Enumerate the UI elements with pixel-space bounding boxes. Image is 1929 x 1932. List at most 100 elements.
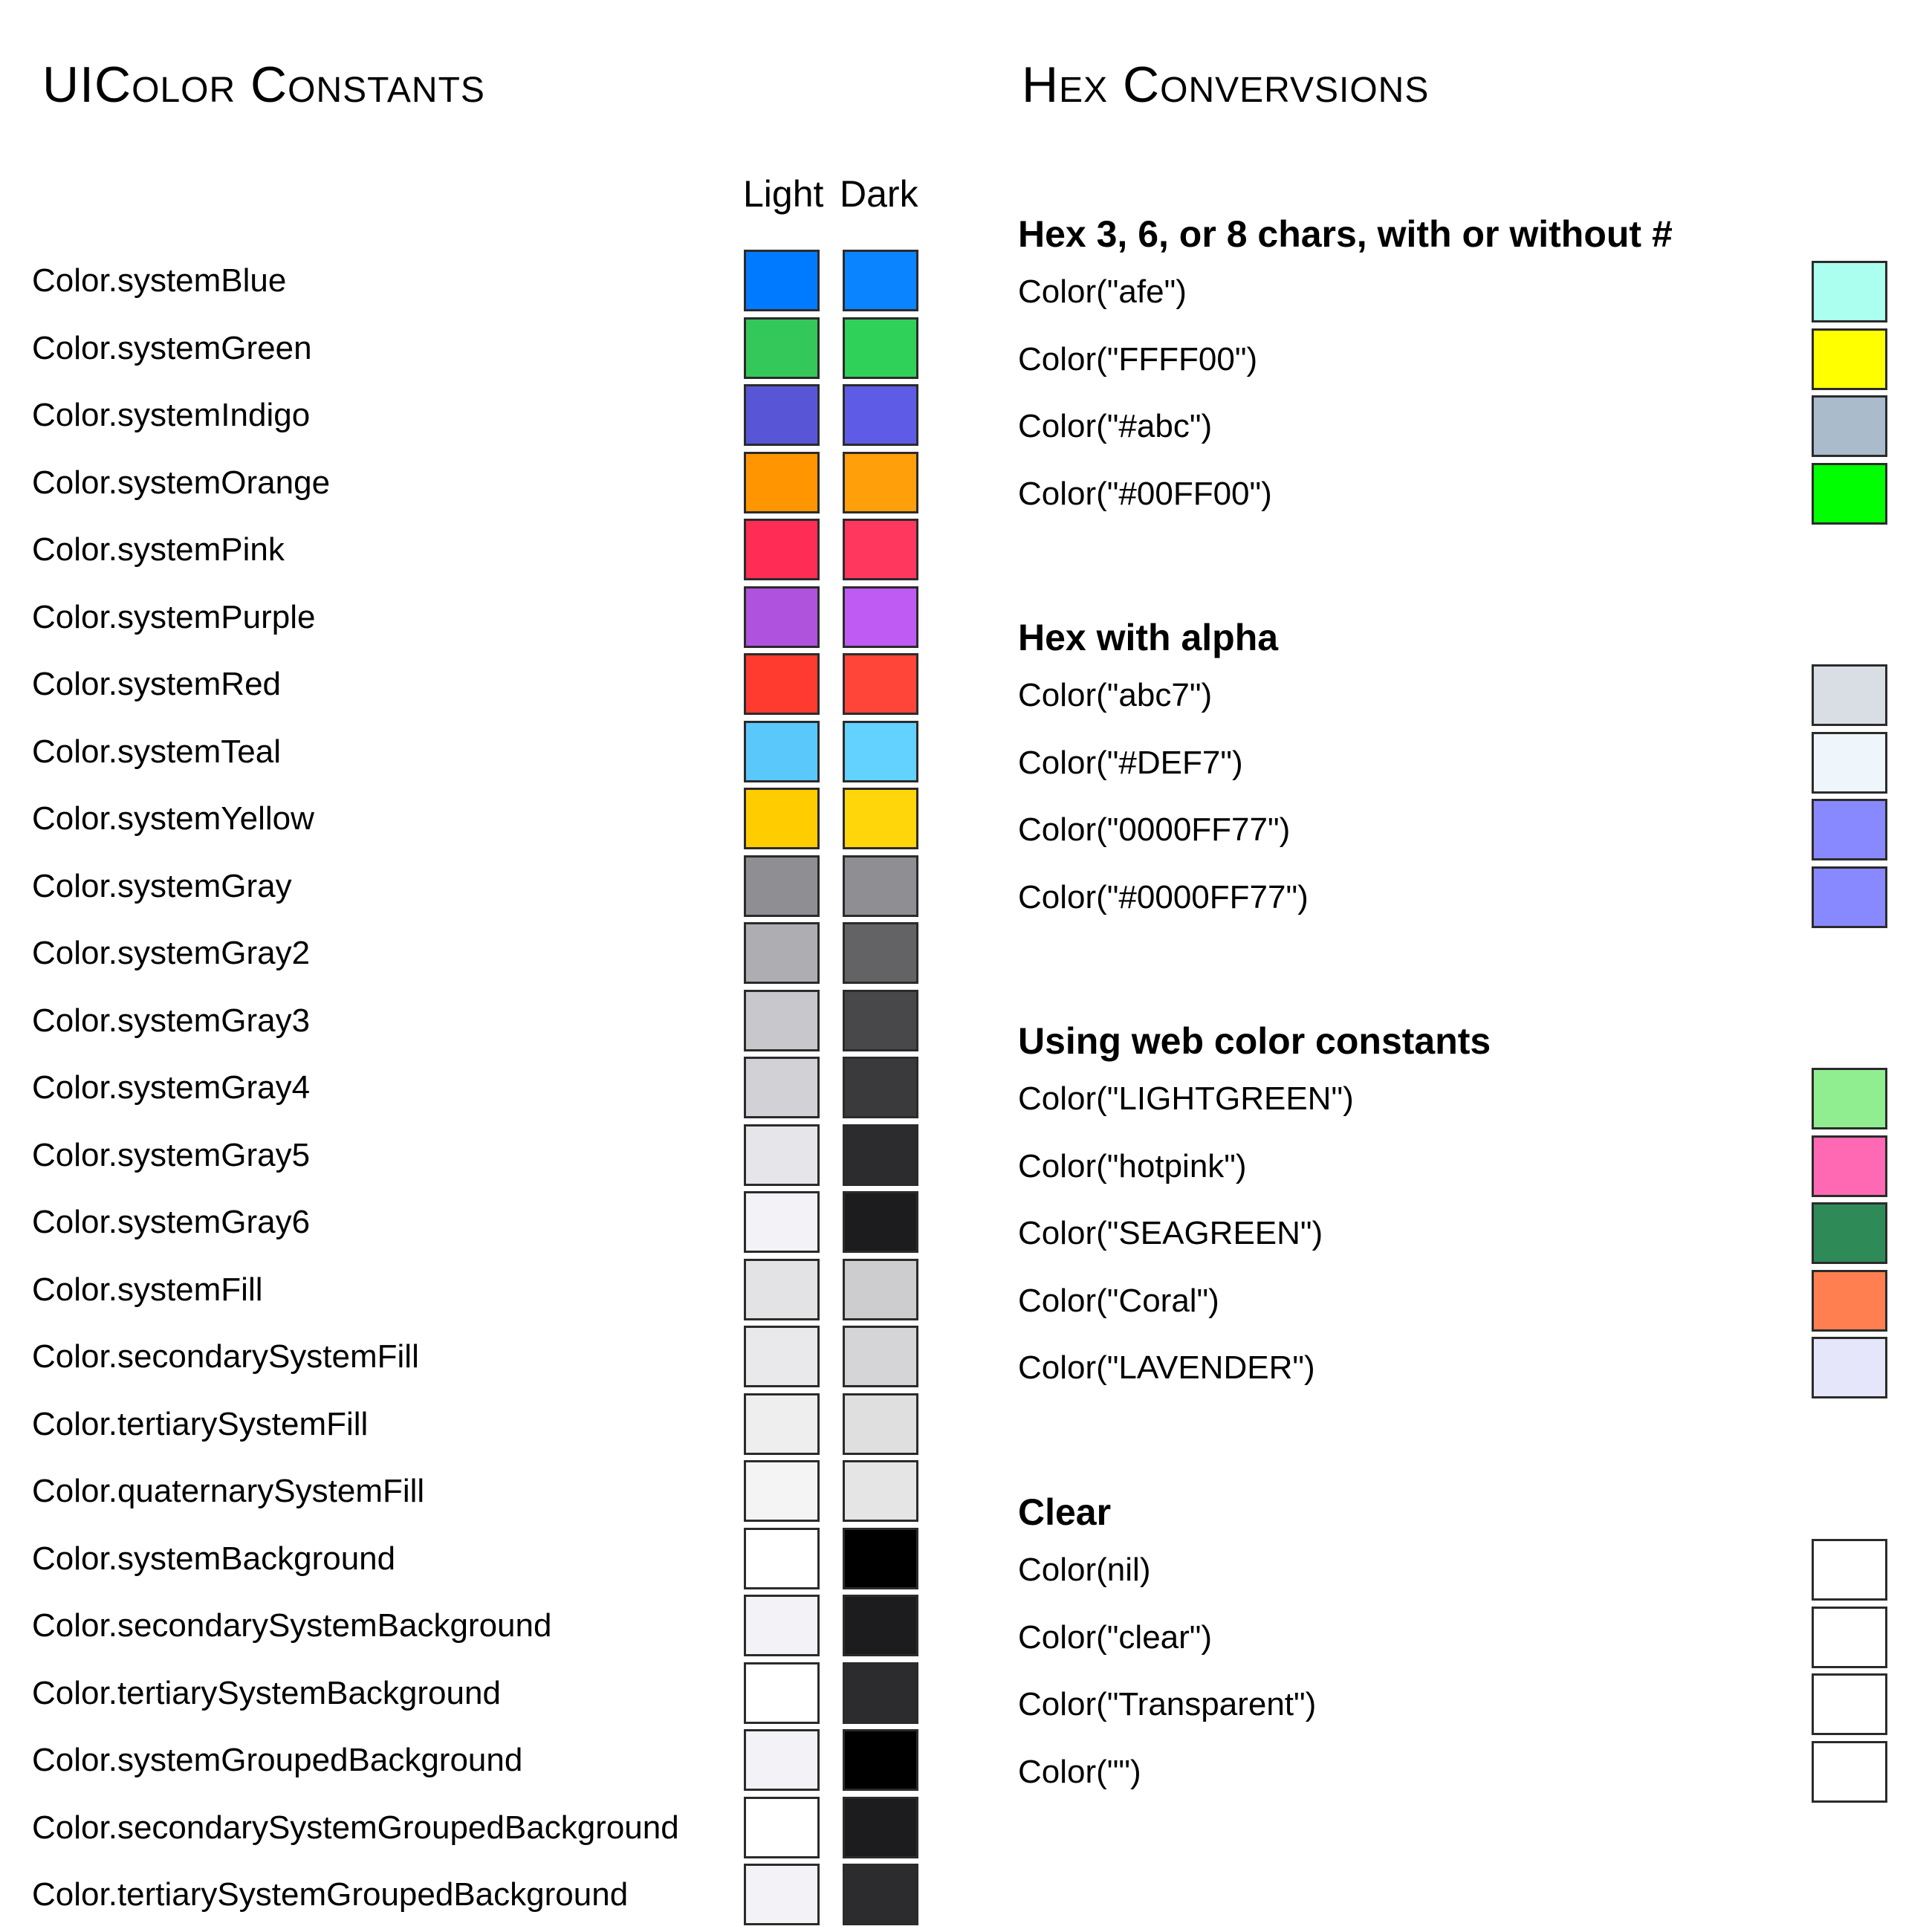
dark-color-swatch — [843, 721, 918, 782]
dark-color-swatch — [843, 1393, 918, 1455]
dark-color-swatch — [843, 1662, 918, 1724]
dark-color-swatch — [843, 1729, 918, 1791]
hex-color-label: Color("#abc") — [1018, 408, 1213, 444]
dark-color-swatch — [843, 250, 918, 311]
hex-color-row: Color("LAVENDER") — [1011, 1335, 1895, 1401]
hex-color-swatch — [1812, 664, 1887, 726]
color-constant-row: Color.systemGroupedBackground — [0, 1727, 966, 1794]
light-color-swatch — [744, 721, 820, 782]
light-color-swatch — [744, 1326, 820, 1387]
dark-color-swatch — [843, 990, 918, 1051]
light-color-swatch — [744, 1864, 820, 1925]
hex-color-row: Color("#DEF7") — [1011, 730, 1895, 797]
color-constant-label: Color.systemYellow — [32, 800, 314, 837]
dark-color-swatch — [843, 384, 918, 446]
hex-color-swatch — [1812, 1270, 1887, 1332]
color-constant-row: Color.systemRed — [0, 651, 966, 718]
color-constant-label: Color.systemFill — [32, 1271, 263, 1308]
light-color-swatch — [744, 922, 820, 984]
color-constant-label: Color.systemGreen — [32, 330, 312, 366]
light-color-swatch — [744, 788, 820, 849]
color-constant-label: Color.quaternarySystemFill — [32, 1473, 425, 1509]
light-color-swatch — [744, 250, 820, 311]
color-constant-row: Color.systemYellow — [0, 785, 966, 852]
uicolor-constants-title: UIColor Constants — [42, 56, 485, 113]
color-constant-row: Color.tertiarySystemBackground — [0, 1660, 966, 1727]
hex-color-label: Color("") — [1018, 1754, 1141, 1790]
color-constant-label: Color.secondarySystemGroupedBackground — [32, 1809, 679, 1846]
color-constant-row: Color.systemGray3 — [0, 988, 966, 1054]
hex-color-row: Color("#abc") — [1011, 393, 1895, 460]
hex-color-swatch — [1812, 1741, 1887, 1803]
hex-color-label: Color("Transparent") — [1018, 1686, 1317, 1722]
hex-color-row: Color("SEAGREEN") — [1011, 1200, 1895, 1267]
color-constant-row: Color.systemIndigo — [0, 382, 966, 449]
color-constant-row: Color.secondarySystemBackground — [0, 1592, 966, 1659]
color-constant-row: Color.systemGreen — [0, 315, 966, 382]
dark-color-swatch — [843, 788, 918, 849]
dark-color-swatch — [843, 653, 918, 715]
hex-color-label: Color("FFFF00") — [1018, 341, 1258, 377]
hex-color-swatch — [1812, 1337, 1887, 1398]
dark-color-swatch — [843, 452, 918, 513]
light-color-swatch — [744, 519, 820, 580]
hex-color-label: Color("SEAGREEN") — [1018, 1215, 1323, 1251]
color-constant-label: Color.systemGray — [32, 868, 292, 904]
hex-color-swatch — [1812, 395, 1887, 457]
color-constant-label: Color.tertiarySystemBackground — [32, 1675, 501, 1711]
dark-color-swatch — [843, 1460, 918, 1522]
hex-color-row: Color("hotpink") — [1011, 1133, 1895, 1200]
color-constant-label: Color.systemBackground — [32, 1540, 396, 1577]
hex-color-row: Color("#0000FF77") — [1011, 864, 1895, 931]
dark-color-swatch — [843, 519, 918, 580]
dark-color-swatch — [843, 586, 918, 648]
color-constant-row: Color.systemOrange — [0, 450, 966, 516]
color-constant-label: Color.systemRed — [32, 666, 282, 702]
light-color-swatch — [744, 1797, 820, 1858]
section-heading: Hex 3, 6, or 8 chars, with or without # — [1018, 213, 1673, 255]
hex-color-label: Color(nil) — [1018, 1552, 1151, 1588]
color-constant-label: Color.systemPurple — [32, 599, 316, 635]
color-constant-label: Color.systemOrange — [32, 464, 331, 501]
hex-color-swatch — [1812, 1135, 1887, 1197]
light-color-swatch — [744, 1259, 820, 1320]
hex-color-row: Color("Transparent") — [1011, 1671, 1895, 1738]
light-column-header: Light — [743, 173, 824, 215]
color-constant-label: Color.secondarySystemFill — [32, 1338, 419, 1375]
light-color-swatch — [744, 653, 820, 715]
hex-color-swatch — [1812, 1607, 1887, 1668]
color-constant-label: Color.systemIndigo — [32, 397, 311, 433]
hex-color-swatch — [1812, 463, 1887, 525]
color-constant-row: Color.tertiarySystemFill — [0, 1391, 966, 1458]
hex-color-swatch — [1812, 732, 1887, 794]
light-color-swatch — [744, 1124, 820, 1186]
hex-color-label: Color("LAVENDER") — [1018, 1349, 1315, 1386]
hex-color-swatch — [1812, 1068, 1887, 1129]
hex-color-swatch — [1812, 328, 1887, 390]
color-constant-row: Color.systemGray — [0, 853, 966, 920]
light-color-swatch — [744, 1528, 820, 1589]
hex-color-swatch — [1812, 1202, 1887, 1264]
color-constant-row: Color.systemBackground — [0, 1526, 966, 1592]
color-constant-row: Color.systemGray6 — [0, 1189, 966, 1256]
hex-color-swatch — [1812, 799, 1887, 860]
hex-color-swatch — [1812, 1539, 1887, 1601]
color-constant-label: Color.systemBlue — [32, 262, 287, 299]
hex-color-row: Color("FFFF00") — [1011, 326, 1895, 393]
dark-color-swatch — [843, 855, 918, 917]
light-color-swatch — [744, 855, 820, 917]
color-constant-label: Color.systemGray2 — [32, 935, 311, 971]
dark-color-swatch — [843, 1124, 918, 1186]
hex-color-label: Color("#DEF7") — [1018, 745, 1243, 781]
dark-color-swatch — [843, 1595, 918, 1656]
color-constant-row: Color.systemGray5 — [0, 1122, 966, 1189]
dark-column-header: Dark — [840, 173, 918, 215]
dark-color-swatch — [843, 1057, 918, 1118]
hex-color-row: Color("afe") — [1011, 259, 1895, 325]
light-color-swatch — [744, 990, 820, 1051]
dark-color-swatch — [843, 1259, 918, 1320]
hex-color-row: Color("clear") — [1011, 1604, 1895, 1671]
color-constant-row: Color.secondarySystemFill — [0, 1323, 966, 1390]
light-color-swatch — [744, 1393, 820, 1455]
color-constant-row: Color.quaternarySystemFill — [0, 1458, 966, 1525]
